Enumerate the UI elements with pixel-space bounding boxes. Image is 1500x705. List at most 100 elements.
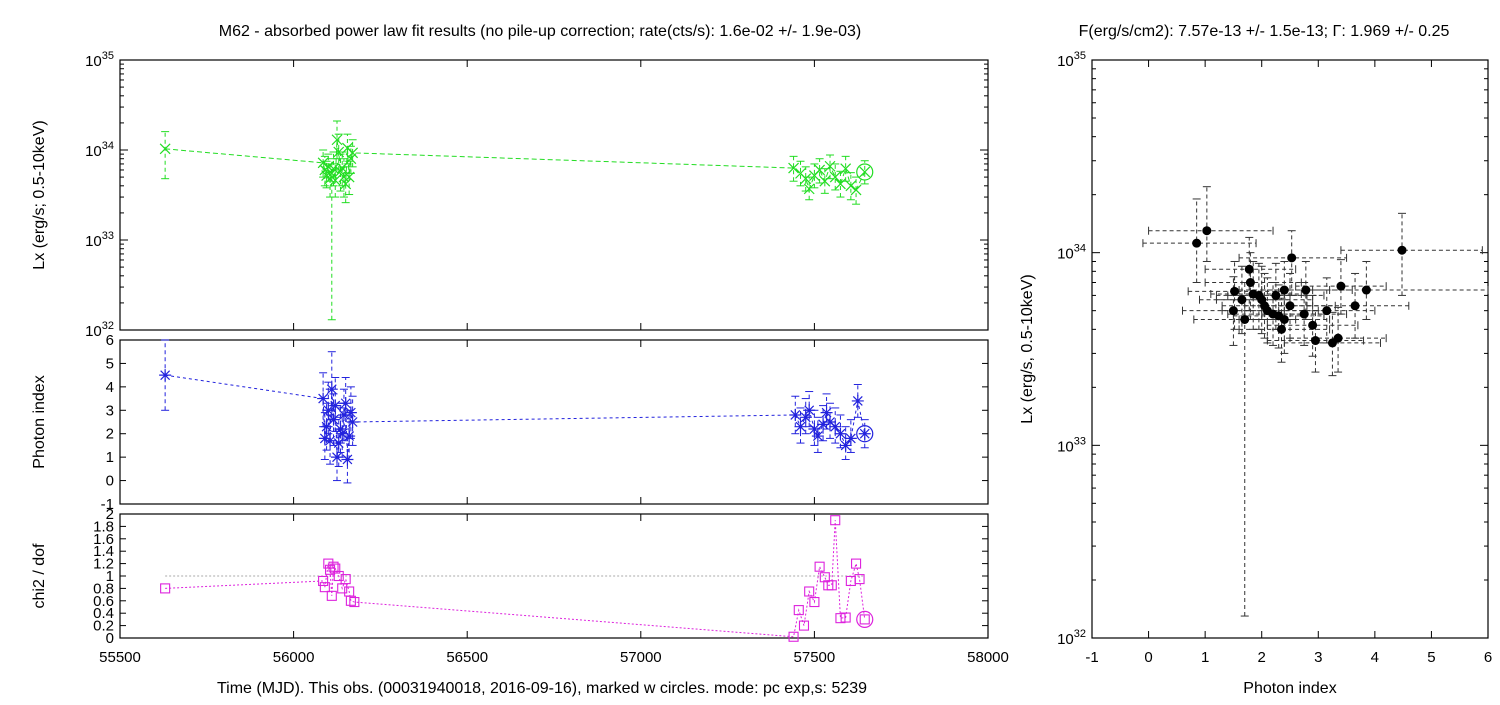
scatter-point xyxy=(1240,314,1250,324)
scatter-point xyxy=(1279,314,1289,324)
scatter-point xyxy=(1397,245,1407,255)
photon-index-x-tick-label: 3 xyxy=(1314,649,1322,666)
gamma-point xyxy=(829,420,842,433)
lx-point xyxy=(803,183,815,195)
gamma-point xyxy=(337,408,350,421)
time-axis-label: Time (MJD). This obs. (00031940018, 2016… xyxy=(217,680,867,697)
chi2-point xyxy=(319,582,330,593)
data-marks-layer xyxy=(159,120,1489,642)
gamma-y-tick-label: 3 xyxy=(106,402,114,419)
gamma-point xyxy=(336,427,349,440)
scatter-point xyxy=(1192,238,1202,248)
lx-point xyxy=(835,178,846,190)
gamma-point xyxy=(839,439,852,452)
gamma-y-tick-label: 1 xyxy=(106,449,114,466)
lx-point xyxy=(788,162,799,174)
gamma-point xyxy=(159,369,172,382)
chi2-axis-label: chi2 / dof xyxy=(31,543,48,608)
gamma-series-line xyxy=(165,374,866,460)
gamma-point xyxy=(789,408,802,421)
chi2-point xyxy=(798,620,810,631)
chi2-point xyxy=(793,605,804,616)
scatter-title: F(erg/s/cm2): 7.57e-13 +/- 1.5e-13; Γ: 1… xyxy=(1079,23,1450,40)
photon-index-x-tick-label: 0 xyxy=(1144,649,1152,666)
gamma-point xyxy=(858,427,871,440)
axis-ticks-layer: 1032103310341035-1012345600.20.40.60.811… xyxy=(85,50,1492,666)
gamma-axis-label: Photon index xyxy=(31,375,48,468)
scatter-point xyxy=(1350,301,1360,311)
gamma-point xyxy=(322,404,335,417)
lx-y-tick-label: 1032 xyxy=(85,320,114,340)
lx-point xyxy=(329,174,341,186)
gamma-point xyxy=(844,432,857,445)
chi2-y-tick-label: 2 xyxy=(106,506,114,523)
chi2-point xyxy=(333,570,344,582)
photon-index-x-tick-label: 2 xyxy=(1258,649,1266,666)
gamma-point xyxy=(329,399,342,412)
scatter-point xyxy=(1271,290,1281,300)
gamma-point xyxy=(803,404,816,417)
gamma-point xyxy=(346,416,359,428)
scatter-point xyxy=(1361,285,1371,295)
scatter-point xyxy=(1287,253,1297,263)
chi2-point xyxy=(835,613,846,624)
scatter-point xyxy=(1244,264,1254,274)
gamma-current-obs-circle xyxy=(856,425,874,443)
scatter-point xyxy=(1301,285,1311,295)
gamma-point xyxy=(327,413,340,426)
gamma-point xyxy=(851,394,864,407)
gamma-point xyxy=(794,420,807,433)
lx-y-tick-label: 1035 xyxy=(85,50,114,70)
scatter-point xyxy=(1279,285,1289,295)
chi2-point xyxy=(851,558,862,569)
lx-point xyxy=(845,180,857,192)
gamma-y-tick-label: 5 xyxy=(106,355,114,372)
chi2-point xyxy=(318,575,329,587)
chi2-point xyxy=(349,596,360,608)
chi2-point xyxy=(854,574,865,585)
chi2-y-tick-label: 1.4 xyxy=(93,543,114,560)
gamma-point xyxy=(817,418,830,431)
gamma-point xyxy=(339,397,352,410)
gamma-point xyxy=(320,420,333,433)
scatter-point xyxy=(1308,320,1318,330)
scatter-y-tick-label: 1035 xyxy=(1057,50,1086,70)
chi2-point xyxy=(809,596,820,608)
gamma-point xyxy=(325,383,338,396)
chi2-y-tick-label: 0.8 xyxy=(93,580,114,597)
time-x-tick-label: 56000 xyxy=(273,649,315,666)
scatter-panel-frame xyxy=(1091,59,1489,639)
gamma-point xyxy=(318,432,331,445)
chi2-point xyxy=(325,564,336,575)
chi2-point xyxy=(826,580,837,591)
lx-point xyxy=(824,160,836,172)
lx-panel-frame xyxy=(119,59,989,331)
chi2-point xyxy=(326,590,337,601)
scatter-point xyxy=(1202,226,1212,236)
gamma-y-tick-label: 4 xyxy=(106,379,114,396)
gamma-y-tick-label: 0 xyxy=(106,473,114,490)
chi2-y-tick-label: 1.2 xyxy=(93,556,114,573)
chi2-point xyxy=(788,631,799,642)
lx-series-line xyxy=(165,139,866,191)
scatter-point xyxy=(1310,336,1320,346)
gamma-y-tick-label: 6 xyxy=(106,332,114,349)
scatter-y-tick-label: 1034 xyxy=(1057,243,1086,263)
time-x-tick-label: 56500 xyxy=(446,649,488,666)
photon-index-x-tick-label: 6 xyxy=(1484,649,1492,666)
photon-index-x-tick-label: 5 xyxy=(1427,649,1435,666)
gamma-point xyxy=(834,427,847,440)
chi2-y-tick-label: 0.6 xyxy=(93,593,114,610)
time-x-tick-label: 57500 xyxy=(794,649,836,666)
chi2-point xyxy=(819,572,830,583)
gamma-panel-frame xyxy=(119,339,989,505)
photon-index-x-tick-label: -1 xyxy=(1085,649,1098,666)
chi2-point xyxy=(804,586,815,597)
lx-point xyxy=(840,163,852,175)
time-x-tick-label: 55500 xyxy=(99,649,141,666)
lx-y-tick-label: 1033 xyxy=(85,230,114,250)
scatter-point xyxy=(1237,295,1247,305)
lx-point xyxy=(819,175,831,187)
lx-point xyxy=(345,153,357,165)
